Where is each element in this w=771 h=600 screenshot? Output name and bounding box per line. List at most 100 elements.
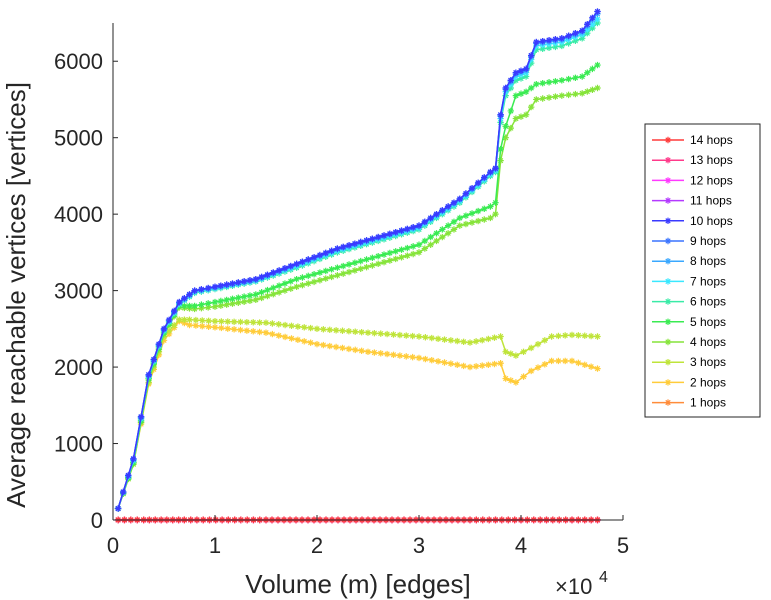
data-point [243, 327, 251, 334]
data-point [497, 360, 504, 367]
x-multiplier-exponent: 4 [599, 569, 608, 586]
data-point [269, 330, 276, 338]
data-point [270, 291, 277, 298]
data-point [528, 367, 535, 375]
data-point [433, 237, 440, 245]
data-point [352, 328, 359, 335]
data-point [485, 361, 492, 368]
data-point [444, 222, 452, 229]
legend-label: 7 hops [690, 274, 726, 288]
data-point [293, 283, 300, 290]
data-point [352, 346, 359, 354]
data-point [345, 242, 353, 249]
data-point [301, 324, 308, 331]
data-point [468, 210, 476, 217]
data-point [211, 298, 219, 306]
data-point [533, 80, 540, 88]
data-point [310, 278, 318, 286]
x-tick-label: 5 [617, 533, 629, 558]
data-point [444, 230, 452, 237]
data-point [487, 203, 494, 210]
legend-entry: 1 hops [652, 396, 726, 410]
data-point [237, 326, 244, 334]
data-point [357, 238, 364, 246]
data-point [181, 302, 188, 310]
data-point [466, 339, 474, 346]
data-point [181, 316, 188, 323]
data-point [456, 214, 463, 222]
data-point [439, 233, 446, 241]
legend-entry: 5 hops [652, 315, 726, 329]
data-point [299, 281, 306, 289]
data-point [181, 319, 188, 327]
data-point [371, 349, 378, 356]
data-point [575, 332, 582, 339]
data-point [450, 226, 458, 233]
x-tick-label: 1 [209, 533, 221, 558]
data-point [357, 265, 364, 272]
data-point [199, 322, 206, 330]
data-point [240, 298, 248, 305]
data-point [191, 287, 198, 294]
data-point [502, 84, 509, 92]
data-point [545, 79, 553, 86]
data-point [409, 243, 417, 250]
data-point [288, 335, 295, 342]
data-point [328, 273, 335, 281]
data-point [415, 333, 423, 340]
data-point [594, 61, 601, 69]
data-point [403, 353, 410, 360]
data-point [584, 26, 591, 33]
data-point [316, 269, 324, 276]
data-point [328, 266, 335, 273]
data-point [130, 455, 137, 463]
data-point [275, 267, 283, 274]
data-point [217, 297, 225, 305]
data-point [240, 278, 248, 285]
data-point [252, 275, 259, 283]
data-point [377, 330, 384, 337]
data-point [548, 333, 555, 340]
data-point [594, 19, 601, 27]
data-point [165, 316, 173, 324]
data-point [472, 363, 480, 370]
data-point [363, 237, 370, 244]
x-tick-label: 4 [515, 533, 527, 558]
data-point [224, 318, 231, 325]
data-point [481, 174, 488, 181]
data-point [512, 77, 520, 84]
data-point [552, 93, 559, 100]
data-point [512, 69, 520, 76]
data-point [125, 472, 132, 479]
legend-label: 4 hops [690, 335, 726, 349]
data-point [558, 35, 565, 42]
data-point [305, 256, 312, 263]
data-point [186, 321, 193, 329]
legend-label: 11 hops [690, 194, 732, 208]
data-point [380, 259, 388, 266]
data-point [497, 145, 504, 153]
data-point [386, 230, 394, 238]
legend-entry: 11 hops [652, 194, 732, 208]
data-point [528, 344, 535, 352]
data-point [240, 293, 248, 300]
data-point [460, 338, 467, 346]
data-point [217, 282, 225, 289]
data-point [565, 91, 572, 99]
data-point [305, 280, 312, 287]
data-point [539, 80, 546, 87]
data-point [243, 318, 251, 326]
data-point [270, 284, 277, 292]
data-point [568, 331, 576, 339]
data-point [198, 305, 205, 312]
data-point [392, 255, 399, 263]
data-point [491, 334, 498, 341]
data-point [581, 332, 588, 339]
data-point [404, 244, 411, 252]
data-point [497, 111, 504, 118]
x-tick-label: 2 [311, 533, 323, 558]
series-line [117, 11, 599, 509]
data-point [246, 277, 254, 284]
data-point [421, 218, 429, 225]
data-point [433, 230, 440, 237]
